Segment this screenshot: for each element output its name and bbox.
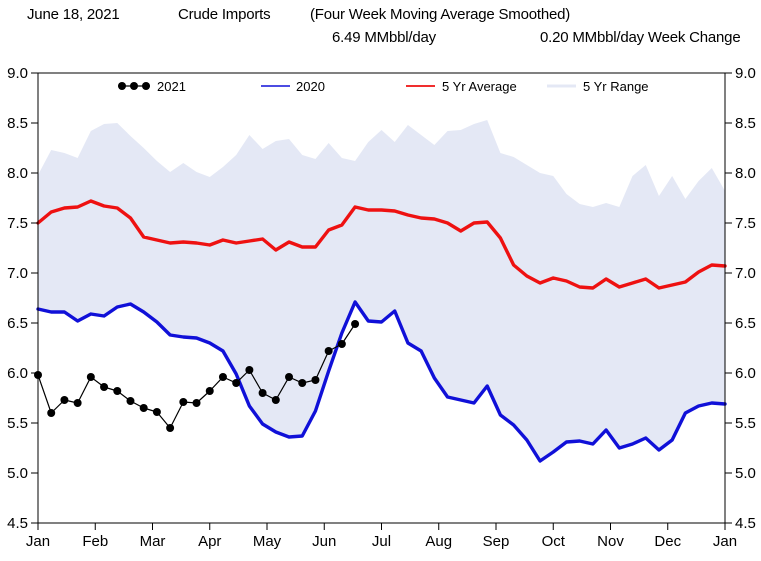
y-axis-tick-label-left: 6.0 bbox=[7, 365, 28, 382]
y-axis-tick-label-left: 5.5 bbox=[7, 415, 28, 432]
series-2021-point bbox=[311, 376, 320, 384]
series-2021-point bbox=[271, 396, 280, 404]
y-axis-tick-label-right: 7.5 bbox=[735, 215, 756, 232]
series-2021-point bbox=[218, 373, 227, 381]
y-axis-tick-label-left: 8.5 bbox=[7, 115, 28, 132]
y-axis-tick-label-right: 6.0 bbox=[735, 365, 756, 382]
series-2021-point bbox=[47, 409, 56, 417]
x-axis-tick-label: May bbox=[253, 533, 282, 550]
x-axis-tick-label: Jan bbox=[713, 533, 737, 550]
series-2021-point bbox=[86, 373, 95, 381]
chart-subtitle: (Four Week Moving Average Smoothed) bbox=[310, 6, 571, 23]
y-axis-tick-label-right: 5.0 bbox=[735, 465, 756, 482]
series-2021-point bbox=[139, 404, 148, 412]
week-change-value: 0.20 MMbbl/day Week Change bbox=[540, 29, 741, 46]
x-axis-tick-label: Nov bbox=[597, 533, 624, 550]
x-axis-tick-label: Sep bbox=[483, 533, 510, 550]
report-date: June 18, 2021 bbox=[27, 6, 120, 23]
legend-5yr-range-label: 5 Yr Range bbox=[583, 79, 649, 94]
series-2021-point bbox=[324, 347, 333, 355]
legend-item-2021: 2021 bbox=[118, 79, 186, 94]
series-2021-point bbox=[298, 379, 307, 387]
y-axis-tick-label-right: 6.5 bbox=[735, 315, 756, 332]
series-2021-point bbox=[166, 424, 175, 432]
y-axis-tick-label-left: 4.5 bbox=[7, 515, 28, 532]
y-axis-tick-label-right: 8.0 bbox=[735, 165, 756, 182]
x-axis-tick-label: Feb bbox=[82, 533, 108, 550]
y-axis-tick-label-right: 9.0 bbox=[735, 65, 756, 82]
series-2021-point bbox=[179, 398, 188, 406]
series-2021-point bbox=[351, 320, 360, 328]
series-2021-point bbox=[152, 408, 161, 416]
series-2021-point bbox=[73, 399, 82, 407]
legend-item-5yr-average: 5 Yr Average bbox=[406, 79, 517, 94]
x-axis-tick-label: Mar bbox=[140, 533, 166, 550]
legend-item-5yr-range: 5 Yr Range bbox=[547, 79, 649, 94]
chart-legend: 2021 2020 5 Yr Average 5 Yr Range bbox=[118, 79, 649, 94]
y-axis-tick-label-right: 8.5 bbox=[735, 115, 756, 132]
series-2021-point bbox=[192, 399, 201, 407]
legend-2021-dot-icon bbox=[118, 82, 126, 90]
legend-2021-label: 2021 bbox=[157, 79, 186, 94]
five-year-average-line bbox=[36, 199, 727, 290]
y-axis-tick-label-right: 7.0 bbox=[735, 265, 756, 282]
x-axis-tick-label: Apr bbox=[198, 533, 221, 550]
x-axis-tick-label: Aug bbox=[425, 533, 452, 550]
legend-2021-dot-icon bbox=[130, 82, 138, 90]
x-axis-tick-label: Jul bbox=[372, 533, 391, 550]
chart-layers: 9.0 9.0 8.5 8.5 8.0 8.0 7.5 7.5 7.0 7.0 6.5 6.5 6.0 6… bbox=[7, 65, 756, 550]
series-2020-line bbox=[36, 300, 727, 463]
y-axis-tick-label-left: 5.0 bbox=[7, 465, 28, 482]
y-axis-tick-label-left: 7.0 bbox=[7, 265, 28, 282]
x-axis-tick-label: Dec bbox=[654, 533, 681, 550]
legend-2021-dot-icon bbox=[142, 82, 150, 90]
y-axis-tick-label-left: 8.0 bbox=[7, 165, 28, 182]
series-2021-point bbox=[285, 373, 294, 381]
y-axis-tick-label-right: 4.5 bbox=[735, 515, 756, 532]
legend-item-2020: 2020 bbox=[261, 79, 325, 94]
y-axis-tick-label-right: 5.5 bbox=[735, 415, 756, 432]
series-2021-point bbox=[245, 366, 254, 374]
y-axis-tick-label-left: 7.5 bbox=[7, 215, 28, 232]
series-2021-point bbox=[60, 396, 69, 404]
x-axis-tick-label: Jun bbox=[312, 533, 336, 550]
series-2021-point bbox=[258, 389, 267, 397]
page-title: Crude Imports bbox=[178, 6, 271, 23]
legend-2020-label: 2020 bbox=[296, 79, 325, 94]
series-2021-point bbox=[100, 383, 109, 391]
y-axis-tick-label-left: 6.5 bbox=[7, 315, 28, 332]
current-value: 6.49 MMbbl/day bbox=[332, 29, 436, 46]
series-2021-point bbox=[337, 340, 346, 348]
series-2021-point bbox=[205, 387, 214, 395]
five-year-range-band bbox=[38, 120, 725, 461]
series-2021-point bbox=[113, 387, 122, 395]
x-axis-tick-label: Oct bbox=[542, 533, 566, 550]
series-2021-point bbox=[232, 379, 241, 387]
y-axis-tick-label-left: 9.0 bbox=[7, 65, 28, 82]
x-axis-tick-label: Jan bbox=[26, 533, 50, 550]
series-2021-point bbox=[126, 397, 135, 405]
legend-5yr-average-label: 5 Yr Average bbox=[442, 79, 517, 94]
